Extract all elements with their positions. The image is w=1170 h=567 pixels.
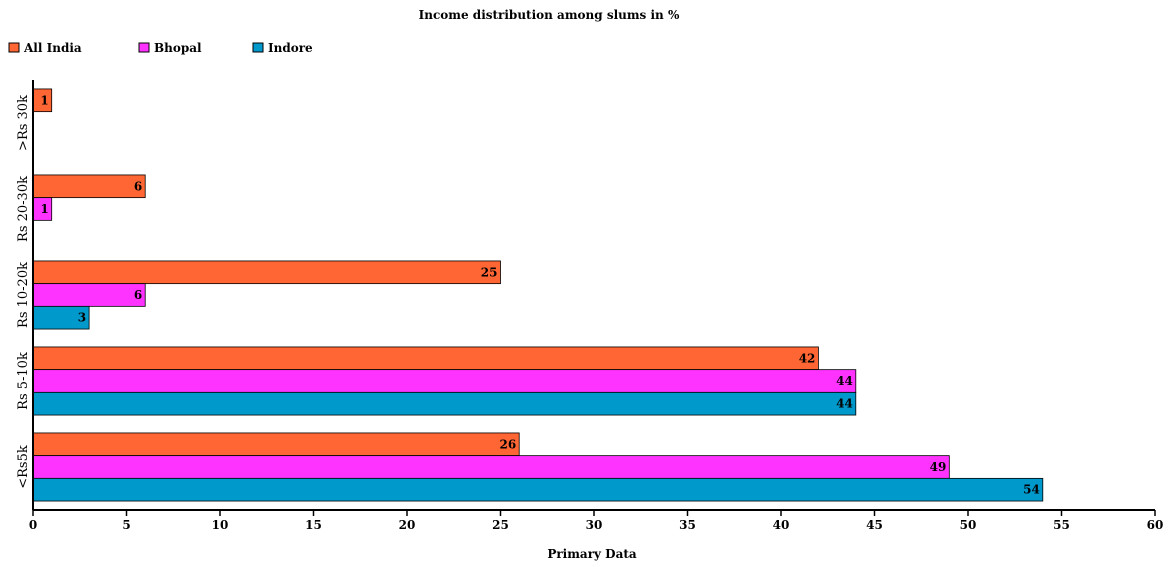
data-label-all-india-rs-5-10k: 42 <box>799 351 816 365</box>
data-label-all-india-rs5k: 26 <box>499 437 516 451</box>
data-label-indore-rs-5-10k: 44 <box>836 397 853 411</box>
x-tick-label-25: 25 <box>492 518 509 532</box>
data-label-all-india-rs-20-30k: 6 <box>134 179 142 193</box>
x-tick-label-10: 10 <box>212 518 229 532</box>
axes-group: 0 5 10 15 20 25 30 35 40 45 50 55 60 >Rs 30k Rs 20-30k… <box>16 80 1163 532</box>
x-tick-label-15: 15 <box>305 518 322 532</box>
x-tick-label-5: 5 <box>122 518 130 532</box>
bars-group: 1 6 1 25 6 3 42 44 44 26 49 54 <box>32 88 1044 502</box>
data-label-all-india-rs-30k: 1 <box>40 93 48 107</box>
bar-bhopal-rs-5-10k <box>32 369 857 393</box>
bar-all-india-rs-5-10k <box>32 346 819 371</box>
data-label-all-india-rs-10-20k: 25 <box>481 265 498 279</box>
x-tick-label-40: 40 <box>773 518 790 532</box>
bar-all-india-rs5k <box>32 432 520 457</box>
legend-label-all-india: All India <box>23 41 82 55</box>
x-axis-title: Primary Data <box>547 547 637 561</box>
bar-indore-rs5k <box>32 477 1044 502</box>
x-tick-label-55: 55 <box>1053 518 1070 532</box>
legend: All India Bhopal Indore <box>8 41 313 55</box>
bar-indore-rs-5-10k <box>32 391 857 416</box>
y-category-label-rs-20-30k: Rs 20-30k <box>16 176 31 242</box>
legend-label-indore: Indore <box>268 41 313 55</box>
data-label-bhopal-rs5k: 49 <box>930 460 947 474</box>
x-tick-label-50: 50 <box>960 518 977 532</box>
x-tick-label-45: 45 <box>866 518 883 532</box>
y-category-label-rs-30k: >Rs 30k <box>16 95 31 151</box>
legend-swatch-indore <box>252 42 264 53</box>
y-category-label-rs-10-20k: Rs 10-20k <box>16 262 31 328</box>
data-label-bhopal-rs-5-10k: 44 <box>836 374 853 388</box>
legend-label-bhopal: Bhopal <box>154 41 202 55</box>
data-label-bhopal-rs-20-30k: 1 <box>40 202 48 216</box>
x-tick-label-0: 0 <box>29 518 37 532</box>
x-tick-label-35: 35 <box>679 518 696 532</box>
y-category-label-rs5k: <Rs5k <box>16 445 31 489</box>
legend-swatch-bhopal <box>138 42 150 53</box>
chart-title: Income distribution among slums in % <box>419 8 680 22</box>
x-tick-label-60: 60 <box>1147 518 1164 532</box>
x-tick-label-20: 20 <box>399 518 416 532</box>
bar-bhopal-rs5k <box>32 455 950 479</box>
data-label-indore-rs-10-20k: 3 <box>78 311 86 325</box>
x-tick-label-30: 30 <box>586 518 603 532</box>
bar-all-india-rs-20-30k <box>32 174 146 199</box>
legend-swatch-all-india <box>8 42 20 53</box>
data-label-bhopal-rs-10-20k: 6 <box>134 288 142 302</box>
data-label-indore-rs5k: 54 <box>1023 483 1040 497</box>
bar-all-india-rs-10-20k <box>32 260 501 285</box>
bar-bhopal-rs-10-20k <box>32 283 146 307</box>
y-category-label-rs-5-10k: Rs 5-10k <box>16 352 31 410</box>
